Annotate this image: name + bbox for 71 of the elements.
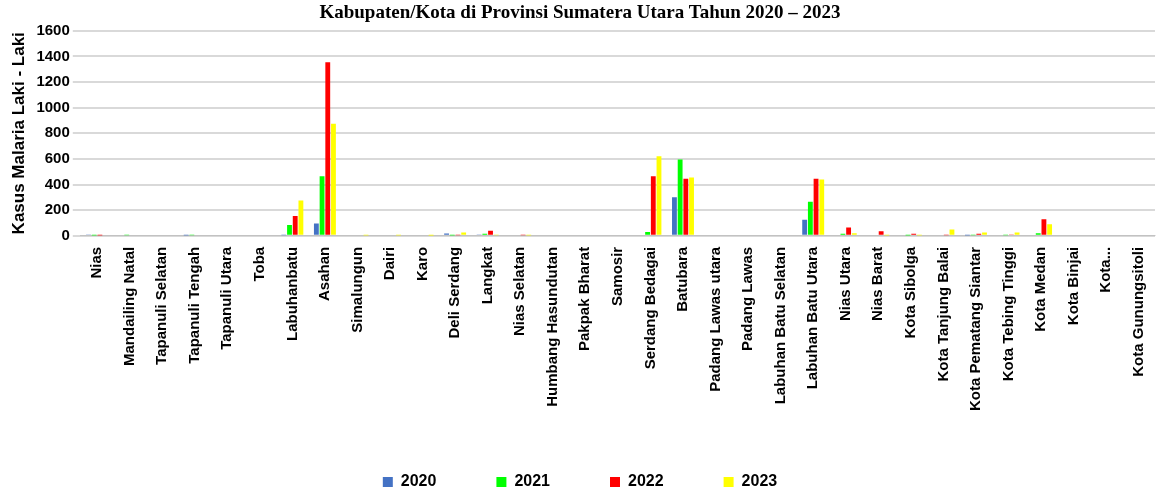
legend-label: 2020 (400, 472, 437, 490)
bar (819, 179, 825, 235)
x-tick-label: Labuhan Batu Selatan (770, 246, 788, 405)
x-tick-label: Kota Tanjung Balai (933, 246, 951, 382)
bar (677, 159, 683, 235)
x-tick-label: Pakpak Bharat (575, 246, 593, 352)
x-tick-label: Kota Gunungsitoli (1128, 246, 1146, 377)
chart-title: Kabupaten/Kota di Provinsi Sumatera Utara Tahun 2020 – 2023 (319, 1, 841, 23)
x-tick-label: Kota Medan (1031, 246, 1049, 332)
x-tick-label: Simalungun (347, 246, 365, 333)
x-tick-label: Serdang Bedagai (640, 246, 658, 370)
x-tick-label: Mandailing Natal (119, 246, 137, 366)
bar (325, 62, 331, 235)
x-tick-label: Kota Sibolga (901, 246, 918, 339)
y-tick-label: 400 (44, 174, 70, 192)
bar (488, 230, 493, 235)
y-axis-title: Kasus Malaria Laki - Laki (8, 32, 28, 235)
legend-label: 2021 (514, 472, 551, 490)
x-tick-label: Dairi (380, 246, 398, 281)
bar (878, 231, 884, 235)
x-tick-label: Karo (412, 246, 430, 281)
bar (461, 232, 467, 235)
x-tick-label: Nias Selatan (510, 246, 528, 337)
x-tick-label: Padang Lawas (738, 246, 756, 351)
x-tick-label: Tapanuli Selatan (152, 246, 170, 365)
legend-label: 2022 (628, 472, 664, 490)
bar (287, 224, 292, 235)
y-tick-label: 600 (44, 149, 70, 167)
y-tick-label: 1600 (36, 20, 70, 38)
bar (672, 197, 677, 235)
bar (1047, 224, 1053, 235)
bar (807, 201, 813, 235)
y-tick-label: 800 (44, 123, 70, 141)
bar (331, 123, 336, 235)
bar (683, 178, 689, 235)
x-tick-label: Toba (249, 246, 267, 282)
y-tick-label: 200 (44, 200, 70, 218)
x-tick-label: Humbang Hasundutan (542, 246, 560, 407)
x-tick-label: Asahan (315, 246, 333, 301)
bar (802, 219, 808, 235)
x-tick-label: Nias (87, 246, 105, 279)
x-tick-label: Kota... (1096, 246, 1114, 293)
y-tick-label: 1200 (36, 72, 70, 90)
bar (650, 176, 656, 235)
legend-label: 2023 (741, 472, 778, 490)
x-tick-label: Langkat (477, 246, 495, 305)
x-tick-label: Kota Pematang Siantar (966, 246, 984, 412)
x-tick-label: Nias Utara (835, 246, 853, 321)
bar (689, 177, 694, 235)
bar (846, 227, 852, 235)
bar (313, 223, 319, 235)
x-tick-label: Kota Tebing Tinggi (998, 246, 1016, 382)
bar (645, 231, 651, 235)
x-tick-label: Kota Binjai (1063, 246, 1081, 326)
x-tick-label: Nias Barat (868, 246, 886, 321)
x-tick-label: Tapanuli Tengah (184, 246, 202, 364)
bar (292, 215, 298, 235)
bar (949, 229, 955, 235)
y-tick-label: 1000 (36, 97, 70, 115)
x-tick-label: Labuhan Batu Utara (803, 246, 821, 390)
x-tick-label: Labuhanbatu (282, 246, 300, 341)
bar (982, 232, 987, 235)
bar (1041, 219, 1047, 235)
x-tick-label: Tapanuli Utara (217, 246, 235, 350)
x-tick-label: Batubara (673, 246, 691, 312)
y-tick-label: 0 (61, 225, 70, 243)
bar (298, 200, 304, 235)
x-tick-label: Deli Serdang (445, 246, 463, 339)
x-tick-label: Samosir (608, 246, 626, 306)
x-tick-label: Padang Lawas utara (705, 246, 723, 392)
y-tick-label: 1400 (36, 46, 70, 64)
